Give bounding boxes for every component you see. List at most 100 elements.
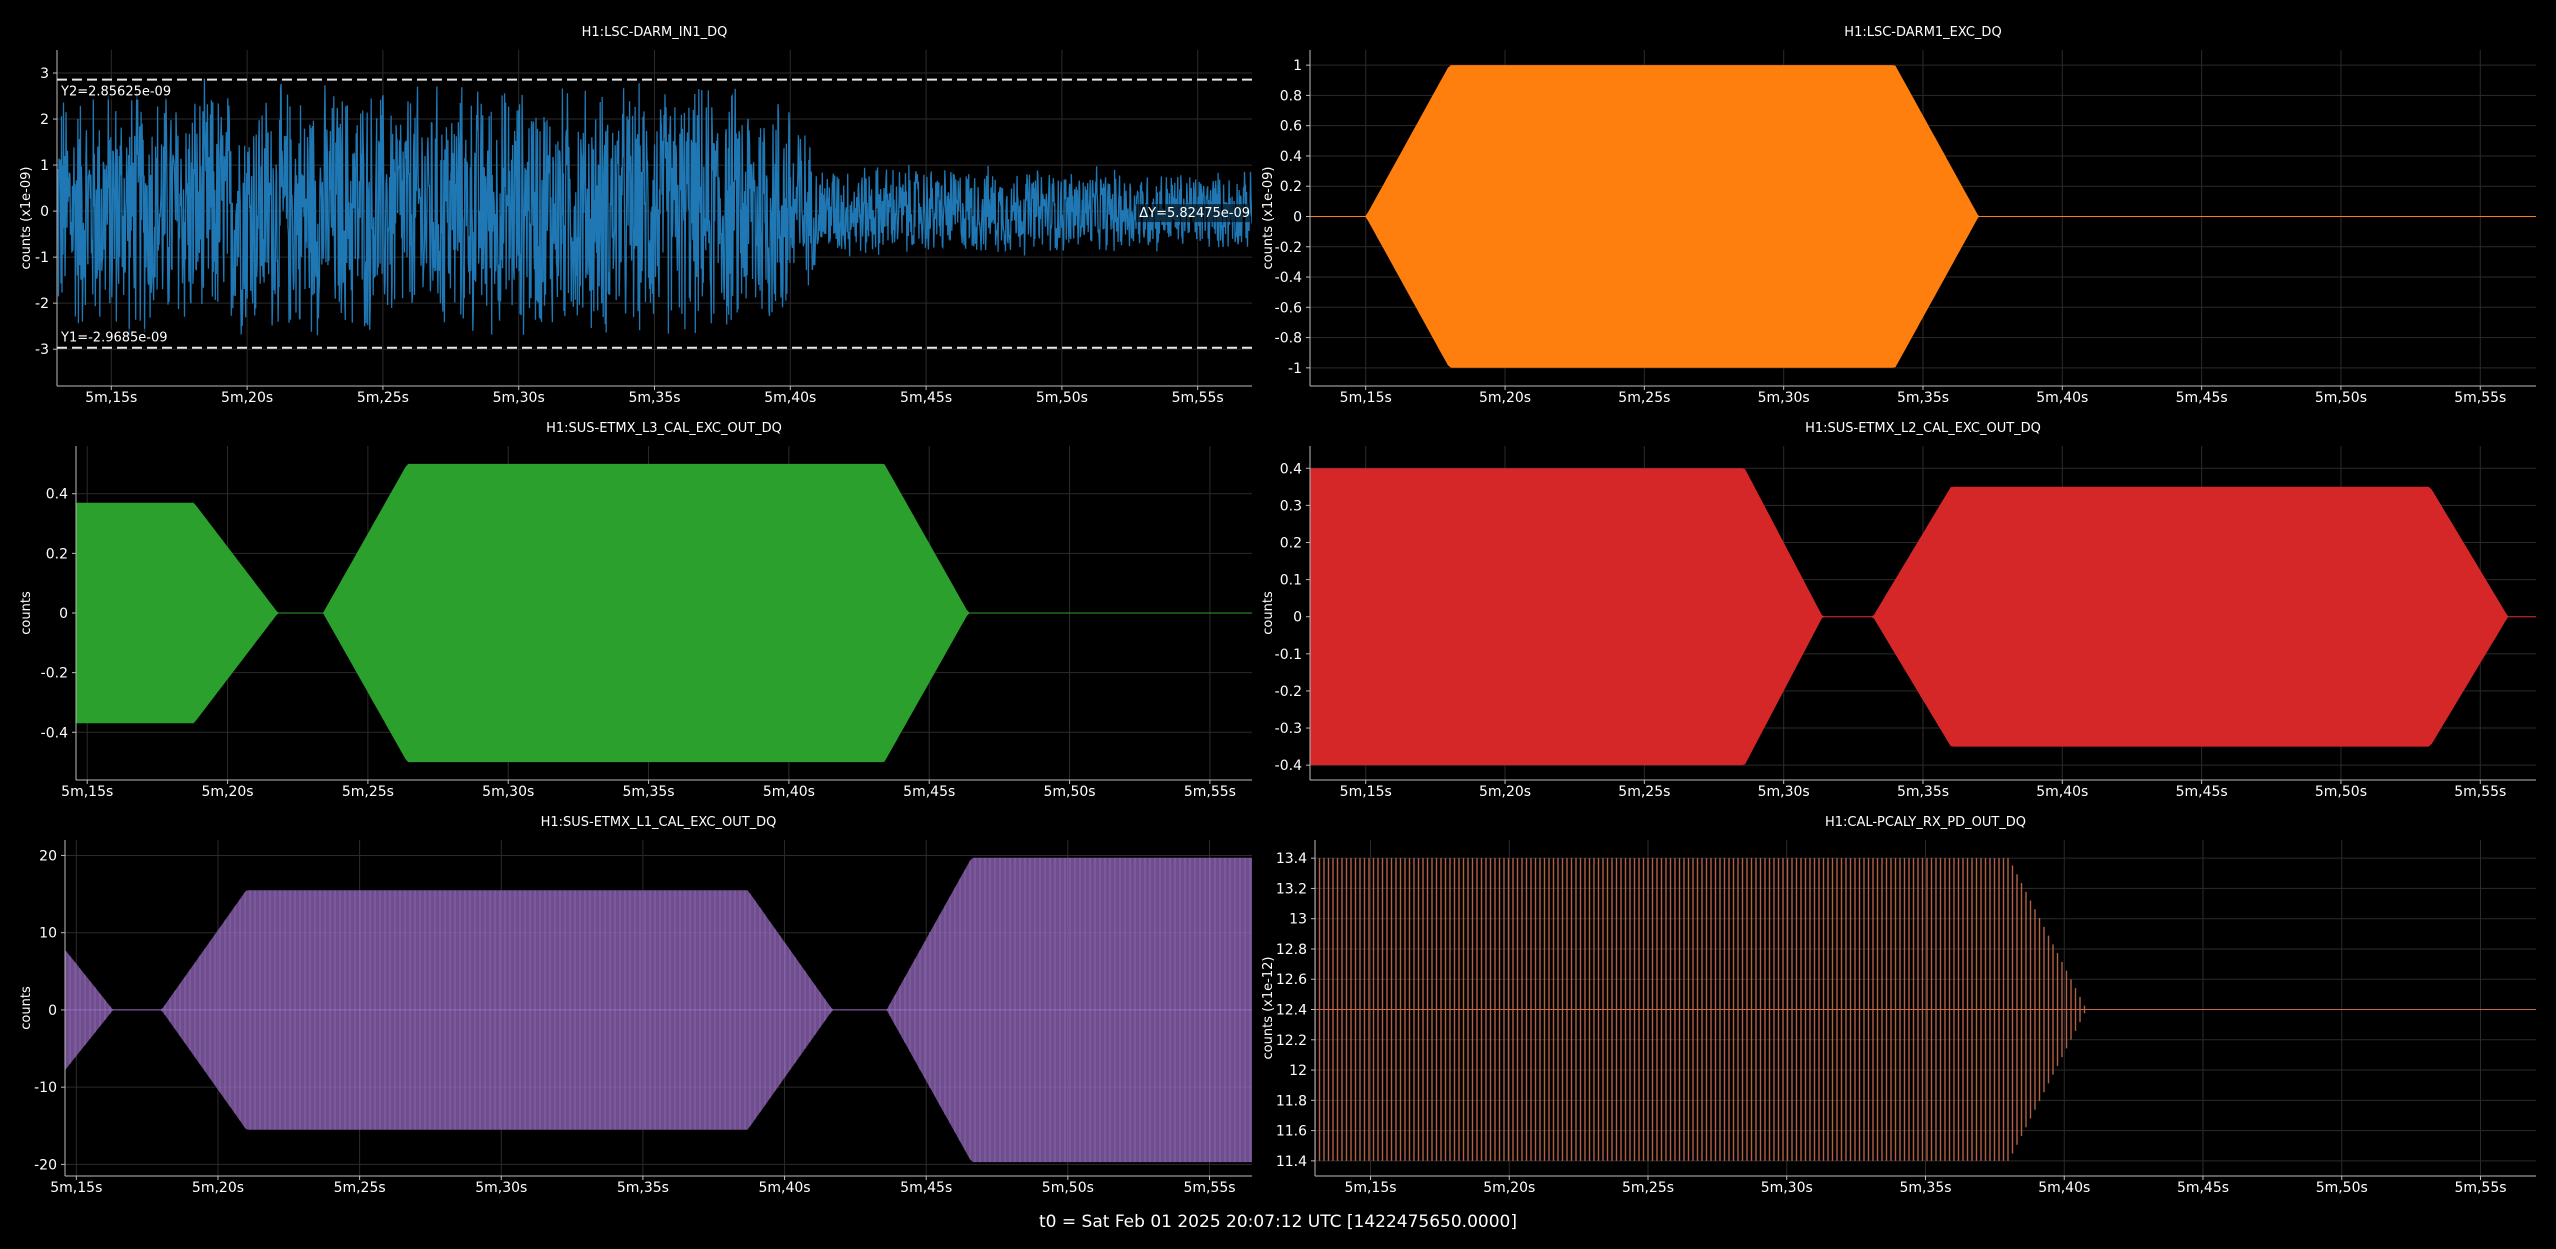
y-tick-label: 0.4 — [1280, 149, 1302, 165]
y-tick-label: 0.2 — [1280, 535, 1302, 551]
x-tick-label: 5m,20s — [192, 1180, 244, 1196]
y-tick-label: 13.4 — [1276, 851, 1307, 867]
x-tick-label: 5m,25s — [342, 784, 394, 800]
x-tick-label: 5m,15s — [1340, 784, 1392, 800]
chart-title: H1:LSC-DARM1_EXC_DQ — [1844, 25, 2001, 40]
x-tick-label: 5m,15s — [85, 390, 137, 406]
x-tick-label: 5m,20s — [1479, 390, 1531, 406]
delta-label-bg — [1136, 204, 1250, 223]
y-tick-label: -0.4 — [41, 725, 68, 741]
y-tick-label: 0.8 — [1280, 88, 1302, 104]
x-tick-label: 5m,40s — [2036, 784, 2088, 800]
x-tick-label: 5m,15s — [50, 1180, 102, 1196]
x-tick-label: 5m,20s — [221, 390, 273, 406]
y-tick-label: 1 — [40, 158, 49, 174]
y-tick-label: -0.8 — [1275, 331, 1302, 347]
y-tick-label: -10 — [34, 1080, 57, 1096]
y-tick-label: 10 — [39, 926, 57, 942]
x-tick-label: 5m,55s — [1183, 1180, 1235, 1196]
x-tick-label: 5m,40s — [759, 1180, 811, 1196]
y-tick-label: -1 — [1288, 361, 1302, 377]
x-tick-label: 5m,45s — [900, 1180, 952, 1196]
series-5 — [65, 857, 1252, 1163]
x-tick-label: 5m,50s — [1036, 390, 1088, 406]
y-tick-label: 0.6 — [1280, 119, 1302, 135]
y-tick-label: 0.3 — [1280, 498, 1302, 514]
y-tick-label: 13 — [1289, 912, 1307, 928]
x-tick-label: 5m,30s — [1758, 390, 1810, 406]
y-tick-label: 11.6 — [1276, 1124, 1307, 1140]
x-tick-label: 5m,35s — [1897, 784, 1949, 800]
x-tick-label: 5m,15s — [1344, 1180, 1396, 1196]
chart-title: H1:SUS-ETMX_L3_CAL_EXC_OUT_DQ — [546, 421, 782, 436]
x-tick-label: 5m,40s — [2036, 390, 2088, 406]
y-tick-label: 2 — [40, 112, 49, 128]
y-tick-label: 12.6 — [1276, 972, 1307, 988]
y-tick-label: -20 — [34, 1157, 57, 1173]
x-tick-label: 5m,45s — [900, 390, 952, 406]
x-tick-label: 5m,45s — [2177, 1180, 2229, 1196]
y-tick-label: 0.4 — [46, 487, 68, 503]
x-tick-label: 5m,50s — [1044, 784, 1096, 800]
y-tick-label: 12.8 — [1276, 942, 1307, 958]
x-tick-label: 5m,55s — [2454, 390, 2506, 406]
cursor-label: Y1=-2.9685e-09 — [60, 331, 168, 346]
time-origin-footer: t0 = Sat Feb 01 2025 20:07:12 UTC [14224… — [1039, 1212, 1517, 1232]
series-2 — [1310, 65, 2536, 368]
y-tick-label: -0.2 — [41, 666, 68, 682]
x-tick-label: 5m,25s — [357, 390, 409, 406]
x-tick-label: 5m,15s — [1340, 390, 1392, 406]
y-tick-label: 11.4 — [1276, 1154, 1307, 1170]
y-tick-label: 11.8 — [1276, 1093, 1307, 1109]
chart-panel-3: 5m,15s 5m,20s 5m,25s 5m,30s 5m,35s 5m,40s 5m,4… — [19, 421, 1252, 800]
x-tick-label: 5m,30s — [1758, 784, 1810, 800]
y-tick-label: 0.4 — [1280, 461, 1302, 477]
y-tick-label: -0.2 — [1275, 684, 1302, 700]
y-tick-label: -1 — [35, 250, 49, 266]
y-tick-label: -0.4 — [1275, 758, 1302, 774]
y-tick-label: -0.2 — [1275, 240, 1302, 256]
x-tick-label: 5m,35s — [1899, 1180, 1951, 1196]
y-tick-label: 0 — [1293, 209, 1302, 225]
y-tick-label: -2 — [35, 296, 49, 312]
y-tick-label: -0.6 — [1275, 300, 1302, 316]
y-tick-label: 12.4 — [1276, 1003, 1307, 1019]
x-tick-label: 5m,25s — [334, 1180, 386, 1196]
y-tick-label: 0 — [59, 606, 68, 622]
chart-panel-6: 5m,15s 5m,20s 5m,25s 5m,30s 5m,35s 5m,40s 5m,4… — [1261, 815, 2536, 1196]
chart-panel-2: 5m,15s 5m,20s 5m,25s 5m,30s 5m,35s 5m,40s 5m,4… — [1261, 25, 2536, 406]
y-axis-label: counts (x1e-12) — [1261, 957, 1276, 1060]
x-tick-label: 5m,20s — [1483, 1180, 1535, 1196]
x-tick-label: 5m,30s — [482, 784, 534, 800]
x-tick-label: 5m,20s — [202, 784, 254, 800]
y-tick-label: 0 — [48, 1003, 57, 1019]
y-axis-label: counts — [1261, 591, 1276, 635]
y-tick-label: 3 — [40, 66, 49, 82]
x-tick-label: 5m,55s — [2454, 784, 2506, 800]
series-4 — [1310, 468, 2536, 766]
x-tick-label: 5m,20s — [1479, 784, 1531, 800]
signal-trace — [57, 78, 1252, 337]
y-tick-label: 0 — [40, 204, 49, 220]
x-tick-label: 5m,45s — [2176, 390, 2228, 406]
x-tick-label: 5m,40s — [2038, 1180, 2090, 1196]
x-tick-label: 5m,15s — [61, 784, 113, 800]
series-3 — [76, 463, 1252, 763]
x-tick-label: 5m,55s — [2454, 1180, 2506, 1196]
y-tick-label: 0 — [1293, 610, 1302, 626]
x-tick-label: 5m,40s — [763, 784, 815, 800]
x-tick-label: 5m,50s — [2315, 784, 2367, 800]
chart-title: H1:SUS-ETMX_L1_CAL_EXC_OUT_DQ — [541, 815, 777, 830]
series-1 — [57, 78, 1252, 337]
chart-panel-1: 5m,15s 5m,20s 5m,25s 5m,30s 5m,35s 5m,40s 5m,4… — [19, 25, 1252, 406]
y-tick-label: -0.1 — [1275, 647, 1302, 663]
y-tick-label: -3 — [35, 342, 49, 358]
x-tick-label: 5m,40s — [764, 390, 816, 406]
x-tick-label: 5m,45s — [903, 784, 955, 800]
cursor-label-bg — [59, 328, 171, 346]
x-tick-label: 5m,50s — [2315, 390, 2367, 406]
chart-title: H1:CAL-PCALY_RX_PD_OUT_DQ — [1825, 815, 2026, 830]
cursor-label: Y2=2.85625e-09 — [60, 85, 171, 100]
y-axis-label: counts — [19, 591, 34, 635]
